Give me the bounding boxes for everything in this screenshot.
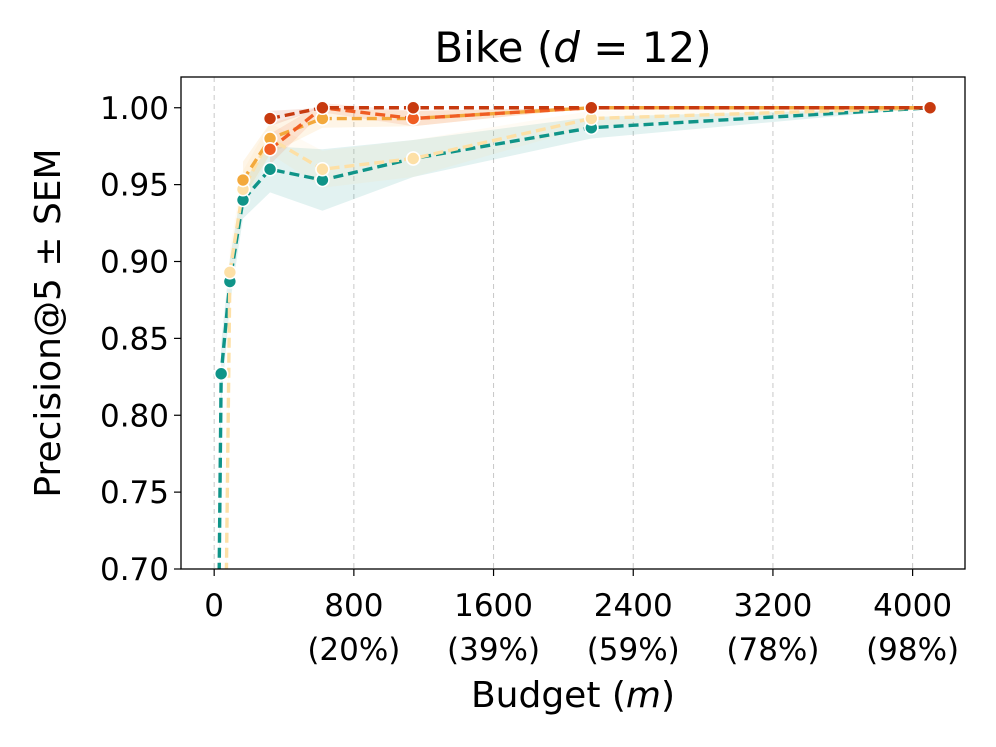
plot-frame — [180, 76, 966, 570]
x-tick-sublabel: (39%) — [447, 632, 540, 668]
x-axis-title: Budget (m) — [471, 675, 675, 716]
series-teal-band — [218, 107, 931, 569]
grid-lines — [213, 77, 914, 569]
y-axis-title: Precision@5 ± SEM — [28, 148, 69, 497]
x-tick-label: 0 — [204, 588, 224, 624]
x-tick-sublabel: (98%) — [866, 632, 959, 668]
series-amber-line — [241, 106, 931, 181]
x-tick-label: 800 — [324, 588, 383, 624]
y-tick-label: 1.00 — [100, 91, 169, 127]
y-tick-label: 0.75 — [100, 475, 169, 511]
series-pale-yellow-point — [405, 151, 421, 166]
series-markers — [211, 100, 938, 729]
y-tick-label: 0.95 — [100, 168, 169, 204]
series-dark-red-point — [584, 100, 599, 116]
x-tick-label: 1600 — [454, 588, 533, 624]
series-teal-point — [213, 366, 229, 382]
y-axis-ticks: 0.70 0.75 0.80 0.85 0.90 0.95 1.00 — [100, 91, 181, 588]
y-tick-label: 0.90 — [100, 245, 169, 281]
x-tick-label: 4000 — [873, 588, 952, 624]
x-axis-ticks: 0 800 (20%) 1600 (39%) 2400 (59%) 3200 (78%) 4000… — [204, 569, 959, 668]
series-teal-point — [262, 161, 278, 177]
x-tick-label: 3200 — [733, 588, 812, 624]
x-tick-sublabel: (20%) — [307, 632, 400, 668]
x-tick-label: 2400 — [594, 588, 673, 624]
series-pale-yellow-point — [315, 161, 330, 177]
x-tick-sublabel: (59%) — [587, 632, 680, 668]
chart-title: Bike (d = 12) — [434, 23, 711, 72]
series-pale-yellow-point — [222, 264, 238, 280]
series-pale-yellow-line — [224, 106, 931, 569]
series-dark-red-point — [315, 100, 330, 116]
y-tick-label: 0.80 — [100, 398, 169, 434]
series-orange-point — [262, 141, 278, 157]
series-dark-red-point — [405, 100, 421, 116]
x-tick-sublabel: (78%) — [726, 632, 819, 668]
series-pale-yellow-point — [218, 716, 231, 729]
series-teal-line — [217, 106, 931, 569]
series-amber-point — [235, 172, 251, 188]
y-tick-label: 0.85 — [100, 321, 169, 357]
series-teal-point — [211, 716, 224, 729]
series-dark-red-point — [262, 111, 278, 126]
y-tick-label: 0.70 — [100, 552, 169, 588]
series-dark-red-point — [922, 100, 938, 116]
